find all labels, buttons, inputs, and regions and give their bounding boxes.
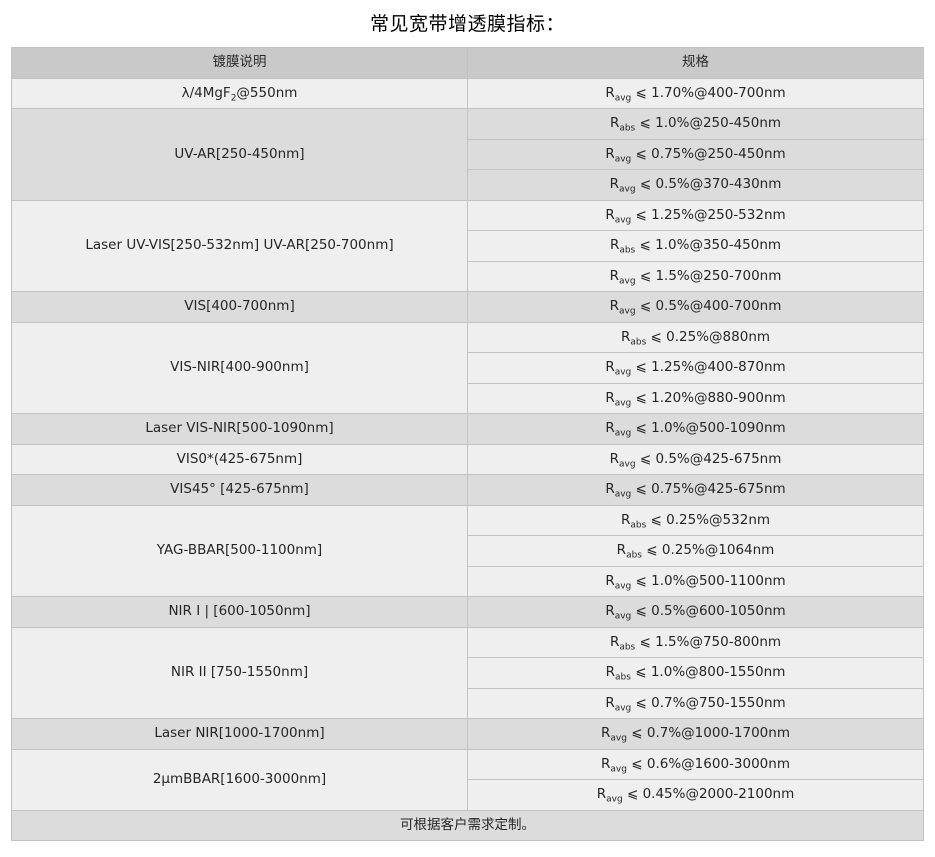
table-header: 镀膜说明 规格 — [11, 47, 924, 79]
spec-cell: Rabs ⩽ 1.5%@750-800nm — [467, 626, 924, 658]
table-row: Ravg ⩽ 0.7%@750-1550nm — [12, 687, 924, 719]
spec-cell: Rabs ⩽ 1.0%@800-1550nm — [467, 657, 924, 689]
header-row: 镀膜说明 规格 — [11, 47, 924, 79]
coating-desc-cell: VIS[400-700nm] — [11, 291, 468, 323]
spec-cell: Rabs ⩽ 0.25%@1064nm — [467, 535, 924, 567]
table-row: Ravg ⩽ 1.5%@250-700nm — [12, 260, 924, 292]
table-row: VIS0*(425-675nm] Ravg ⩽ 0.5%@425-675nm — [11, 443, 924, 475]
spec-cell: Ravg ⩽ 0.45%@2000-2100nm — [467, 779, 924, 811]
table-row: Ravg ⩽ 1.25%@400-870nm — [12, 352, 924, 384]
spec-cell: Ravg ⩽ 1.25%@400-870nm — [467, 352, 924, 384]
table-row: Ravg ⩽ 1.0%@500-1100nm — [12, 565, 924, 597]
table-row: NIR II [750-1550nm] Rabs ⩽ 1.5%@750-800nm — [11, 626, 924, 719]
coating-spec-table: 镀膜说明 规格 λ/4MgF2@550nm Ravg ⩽ 1.70%@400-70… — [11, 47, 924, 841]
header-coating-desc: 镀膜说明 — [11, 47, 468, 79]
spec-cell: Ravg ⩽ 1.70%@400-700nm — [467, 77, 924, 109]
spec-cell: Ravg ⩽ 1.20%@880-900nm — [467, 382, 924, 414]
coating-desc-cell: YAG-BBAR[500-1100nm] — [11, 504, 468, 597]
spec-cell: Ravg ⩽ 0.75%@425-675nm — [467, 474, 924, 506]
coating-desc-cell: VIS45° [425-675nm] — [11, 474, 468, 506]
coating-desc-cell: Laser UV-VIS[250-532nm] UV-AR[250-700nm] — [11, 199, 468, 292]
spec-cell: Ravg ⩽ 1.25%@250-532nm — [467, 199, 924, 231]
coating-desc-cell: 2μmBBAR[1600-3000nm] — [11, 748, 468, 811]
spec-cell: Rabs ⩽ 0.25%@880nm — [467, 321, 924, 353]
table-footer: 可根据客户需求定制。 — [11, 809, 924, 841]
table-row: Rabs ⩽ 1.0%@350-450nm — [12, 230, 924, 262]
footer-row: 可根据客户需求定制。 — [11, 809, 924, 841]
coating-desc-cell: UV-AR[250-450nm] — [11, 108, 468, 201]
table-row: Ravg ⩽ 0.75%@250-450nm — [12, 138, 924, 170]
table-row: VIS[400-700nm] Ravg ⩽ 0.5%@400-700nm — [11, 291, 924, 323]
table-row: YAG-BBAR[500-1100nm] Rabs ⩽ 0.25%@532nm — [11, 504, 924, 597]
table-row: Laser VIS-NIR[500-1090nm] Ravg ⩽ 1.0%@500… — [11, 413, 924, 445]
table-row: λ/4MgF2@550nm Ravg ⩽ 1.70%@400-700nm — [11, 77, 924, 109]
footer-note-cell: 可根据客户需求定制。 — [11, 809, 924, 841]
table-row: Rabs ⩽ 0.25%@1064nm — [12, 535, 924, 567]
spec-cell: Rabs ⩽ 1.0%@350-450nm — [467, 230, 924, 262]
header-spec: 规格 — [467, 47, 924, 79]
coating-desc-cell: VIS0*(425-675nm] — [11, 443, 468, 475]
table-row: 2μmBBAR[1600-3000nm] Ravg ⩽ 0.6%@1600-300… — [11, 748, 924, 811]
spec-cell: Ravg ⩽ 0.5%@425-675nm — [467, 443, 924, 475]
table-row: VIS-NIR[400-900nm] Rabs ⩽ 0.25%@880nm — [11, 321, 924, 414]
table-row: VIS45° [425-675nm] Ravg ⩽ 0.75%@425-675nm — [11, 474, 924, 506]
table-row: Ravg ⩽ 1.20%@880-900nm — [12, 382, 924, 414]
coating-desc-cell: NIR I | [600-1050nm] — [11, 596, 468, 628]
table-row: Rabs ⩽ 1.0%@800-1550nm — [12, 657, 924, 689]
table-row: UV-AR[250-450nm] Rabs ⩽ 1.0%@250-450nm — [11, 108, 924, 201]
spec-cell: Ravg ⩽ 0.5%@600-1050nm — [467, 596, 924, 628]
spec-cell: Ravg ⩽ 1.5%@250-700nm — [467, 260, 924, 292]
spec-cell: Rabs ⩽ 1.0%@250-450nm — [467, 108, 924, 140]
coating-desc-cell: VIS-NIR[400-900nm] — [11, 321, 468, 414]
spec-cell: Ravg ⩽ 0.5%@370-430nm — [467, 169, 924, 201]
coating-desc-cell: Laser NIR[1000-1700nm] — [11, 718, 468, 750]
spec-table-body: λ/4MgF2@550nm Ravg ⩽ 1.70%@400-700nm UV-AR… — [11, 77, 924, 811]
page-title: 常见宽带增透膜指标： — [369, 13, 565, 35]
spec-cell: Ravg ⩽ 0.5%@400-700nm — [467, 291, 924, 323]
spec-cell: Ravg ⩽ 0.7%@1000-1700nm — [467, 718, 924, 750]
table-row: NIR I | [600-1050nm] Ravg ⩽ 0.5%@600-1050… — [11, 596, 924, 628]
coating-desc-cell: λ/4MgF2@550nm — [11, 77, 468, 109]
spec-cell: Ravg ⩽ 1.0%@500-1100nm — [467, 565, 924, 597]
spec-cell: Rabs ⩽ 0.25%@532nm — [467, 504, 924, 536]
spec-cell: Ravg ⩽ 0.6%@1600-3000nm — [467, 748, 924, 780]
spec-cell: Ravg ⩽ 0.7%@750-1550nm — [467, 687, 924, 719]
spec-cell: Ravg ⩽ 1.0%@500-1090nm — [467, 413, 924, 445]
table-row: Laser UV-VIS[250-532nm] UV-AR[250-700nm]… — [11, 199, 924, 292]
coating-desc-cell: NIR II [750-1550nm] — [11, 626, 468, 719]
spec-cell: Ravg ⩽ 0.75%@250-450nm — [467, 138, 924, 170]
table-row: Laser NIR[1000-1700nm] Ravg ⩽ 0.7%@1000-1… — [11, 718, 924, 750]
coating-desc-cell: Laser VIS-NIR[500-1090nm] — [11, 413, 468, 445]
